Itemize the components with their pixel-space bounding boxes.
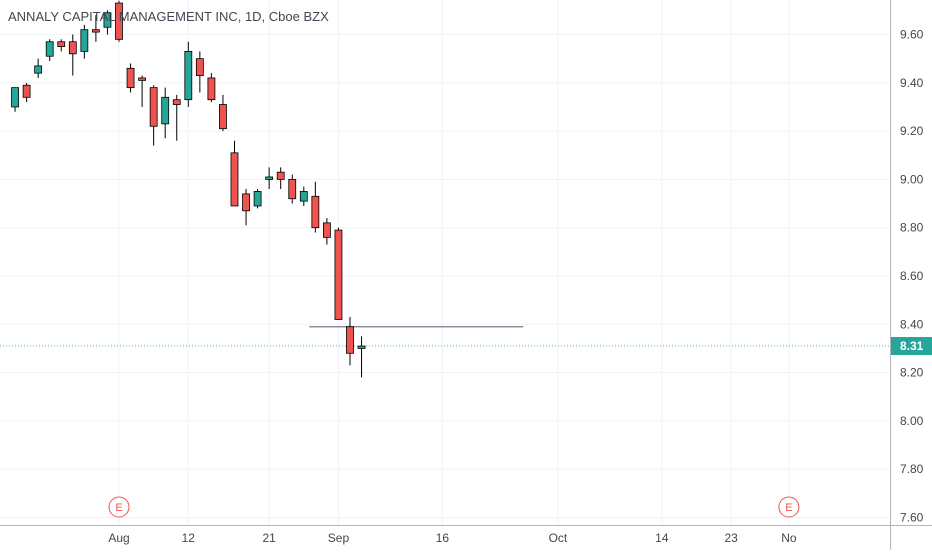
candle-body: [357, 345, 366, 349]
x-tick-label: 12: [182, 531, 196, 545]
candle-body: [276, 171, 285, 180]
x-tick-label: Oct: [549, 531, 568, 545]
candle-body: [242, 193, 250, 212]
candle: [138, 75, 147, 107]
candle-body: [161, 96, 170, 125]
candle-body: [57, 41, 66, 47]
y-tick-label: 9.40: [900, 76, 924, 90]
candle: [253, 189, 262, 209]
candle: [346, 317, 354, 366]
earnings-marker: E: [108, 496, 130, 518]
candle-body: [334, 229, 343, 320]
candle: [161, 87, 170, 139]
candle-body: [80, 29, 89, 52]
earnings-marker: E: [778, 496, 800, 518]
candle: [195, 51, 204, 93]
candle: [299, 186, 308, 206]
y-tick-label: 8.00: [900, 414, 924, 428]
y-tick-label: 8.60: [900, 269, 924, 283]
candle: [115, 0, 123, 42]
candle: [103, 10, 112, 35]
candle: [172, 94, 181, 141]
y-tick-label: 8.20: [900, 366, 924, 380]
candle: [11, 87, 19, 112]
candle-body: [311, 195, 320, 229]
candle: [22, 82, 31, 103]
earnings-marker-circle: [108, 496, 130, 518]
chart-title: ANNALY CAPITAL MANAGEMENT INC, 1D, Cboe …: [8, 9, 329, 24]
candle-body: [126, 67, 135, 89]
y-tick-label: 9.60: [900, 28, 924, 42]
candle-body: [45, 41, 54, 57]
earnings-marker-label: E: [115, 502, 122, 514]
candle: [207, 73, 216, 103]
candle-body: [346, 326, 354, 354]
candle-body: [253, 191, 262, 207]
x-tick-label: 21: [262, 531, 276, 545]
candle: [184, 41, 193, 107]
candle-body: [68, 41, 77, 55]
candle: [68, 34, 77, 76]
candle-body: [207, 77, 216, 101]
x-tick-label: 23: [724, 531, 738, 545]
candle: [92, 15, 100, 42]
candle: [80, 24, 89, 59]
candle-body: [265, 176, 274, 180]
candle: [126, 63, 135, 93]
y-tick-label: 9.00: [900, 172, 924, 186]
candle: [288, 174, 297, 204]
candle: [334, 227, 343, 320]
candle-body: [230, 152, 239, 207]
grid-layer: [0, 0, 890, 525]
candle-body: [11, 87, 19, 108]
last-price-badge-label: 8.31: [900, 339, 924, 353]
candle-body: [322, 222, 331, 238]
earnings-marker-label: E: [785, 502, 792, 514]
candle: [45, 39, 54, 62]
candle: [276, 167, 285, 190]
y-tick-label: 9.20: [900, 124, 924, 138]
x-tick-label: 16: [436, 531, 450, 545]
candle: [230, 140, 239, 207]
x-tick-label: Aug: [108, 531, 129, 545]
candle-body: [299, 191, 308, 202]
candle: [357, 336, 366, 378]
candle: [34, 58, 43, 78]
candle-body: [92, 29, 100, 33]
candle-body: [172, 99, 181, 105]
y-tick-label: 7.80: [900, 462, 924, 476]
earnings-marker-circle: [778, 496, 800, 518]
candle-body: [138, 77, 147, 81]
candle-body: [219, 104, 227, 130]
x-tick-label: No: [781, 531, 797, 545]
candle-body: [195, 58, 204, 76]
candle-body: [103, 12, 112, 28]
candle: [242, 189, 250, 226]
candle: [322, 218, 331, 245]
candle-body: [149, 87, 158, 127]
last-price-badge: 8.31: [891, 337, 932, 356]
candle-body: [288, 178, 297, 200]
last-price-badge-bg: [891, 337, 932, 356]
x-tick-label: Sep: [328, 531, 350, 545]
candle: [265, 167, 274, 190]
candle: [57, 39, 66, 52]
candle: [149, 85, 158, 146]
x-tick-label: 14: [655, 531, 669, 545]
candle: [311, 181, 320, 233]
candle-body: [22, 84, 31, 98]
candle: [219, 94, 227, 132]
candle-layer: [11, 0, 366, 378]
y-tick-label: 8.40: [900, 317, 924, 331]
candle-body: [115, 2, 123, 40]
candle-body: [184, 51, 193, 101]
candle-body: [34, 65, 43, 74]
y-tick-label: 7.60: [900, 511, 924, 525]
y-tick-label: 8.80: [900, 221, 924, 235]
